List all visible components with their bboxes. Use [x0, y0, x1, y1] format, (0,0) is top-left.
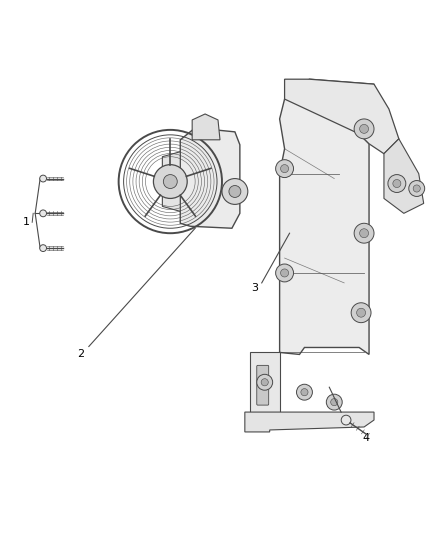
Circle shape	[413, 185, 420, 192]
Circle shape	[301, 389, 308, 396]
Polygon shape	[285, 79, 399, 154]
Circle shape	[297, 384, 312, 400]
Polygon shape	[265, 79, 374, 417]
Circle shape	[229, 185, 241, 197]
Circle shape	[153, 165, 187, 198]
Circle shape	[360, 124, 368, 133]
Text: 1: 1	[23, 217, 30, 227]
Circle shape	[276, 264, 293, 282]
Text: 2: 2	[78, 350, 85, 359]
Circle shape	[40, 210, 46, 217]
Circle shape	[331, 399, 338, 406]
Circle shape	[354, 223, 374, 243]
Circle shape	[261, 378, 268, 386]
Circle shape	[360, 229, 368, 238]
Polygon shape	[180, 128, 240, 228]
Polygon shape	[192, 114, 220, 140]
Circle shape	[281, 165, 289, 173]
Circle shape	[357, 308, 366, 317]
Circle shape	[326, 394, 342, 410]
Circle shape	[388, 175, 406, 192]
Polygon shape	[250, 352, 279, 417]
Circle shape	[276, 160, 293, 177]
Circle shape	[354, 119, 374, 139]
Circle shape	[351, 303, 371, 322]
Circle shape	[163, 175, 177, 189]
Circle shape	[257, 374, 273, 390]
Circle shape	[40, 245, 46, 252]
Circle shape	[341, 415, 351, 425]
Circle shape	[393, 180, 401, 188]
Circle shape	[222, 179, 248, 204]
FancyBboxPatch shape	[257, 365, 268, 405]
Text: 4: 4	[362, 433, 370, 443]
Polygon shape	[162, 152, 180, 212]
Polygon shape	[384, 139, 424, 213]
Polygon shape	[245, 412, 374, 432]
Circle shape	[409, 181, 425, 197]
Circle shape	[40, 175, 46, 182]
Text: 3: 3	[251, 283, 258, 293]
Circle shape	[281, 269, 289, 277]
